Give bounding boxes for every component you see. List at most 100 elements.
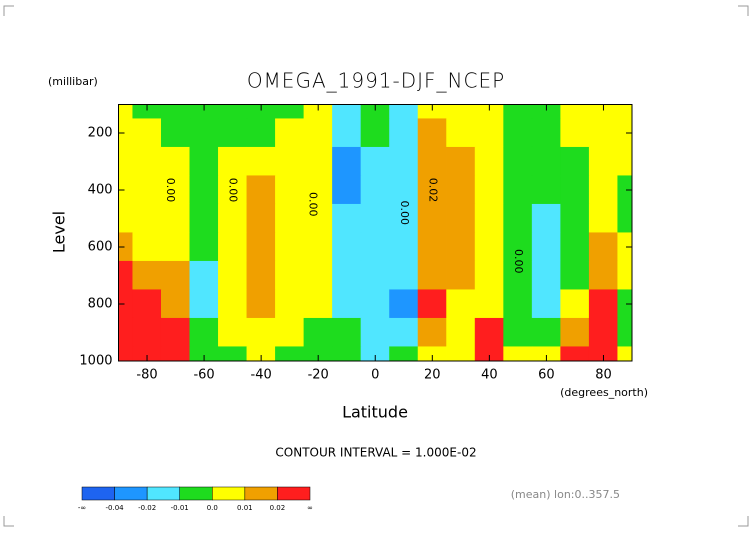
contour-cell [446, 260, 476, 291]
contour-cell [132, 289, 162, 319]
colorbar-label: -0.04 [106, 504, 125, 512]
colorbar-swatch [212, 486, 246, 501]
x-tick-label: -80 [136, 368, 157, 383]
contour-cell [588, 289, 619, 319]
contour-cell [246, 203, 276, 234]
colorbar-label: 0.01 [237, 504, 253, 512]
contour-cell [189, 203, 219, 234]
contour-cell [275, 260, 305, 291]
x-tick-label: 40 [481, 368, 498, 383]
contour-cell [189, 175, 219, 205]
contour-cell [446, 203, 476, 234]
contour-cell [303, 346, 333, 361]
contour-cell [160, 146, 191, 177]
contour-cell [446, 346, 476, 361]
contour-cell [560, 232, 590, 262]
contour-cell [246, 260, 276, 291]
contour-cell [218, 317, 248, 348]
contour-cell [446, 317, 476, 348]
contour-cell [588, 203, 619, 234]
contour-cell [560, 260, 590, 291]
contour-cell [503, 118, 533, 148]
colorbar-swatch [244, 486, 278, 501]
contour-cell [303, 146, 333, 177]
contour-cell [218, 203, 248, 234]
contour-cell [189, 146, 219, 177]
contour-cell [531, 146, 561, 177]
colorbar-swatch [277, 486, 311, 501]
contour-cell [588, 317, 619, 348]
contour-cell [332, 175, 362, 205]
contour-cell [132, 175, 162, 205]
contour-cell [275, 346, 305, 361]
x-tick-label: 0 [371, 368, 379, 383]
contour-cell [332, 317, 362, 348]
contour-cell [160, 260, 191, 291]
contour-cell [132, 203, 162, 234]
contour-cell [275, 317, 305, 348]
contour-cell [189, 232, 219, 262]
contour-cell [246, 232, 276, 262]
contour-cell [531, 317, 561, 348]
contour-label: 0.00 [306, 192, 319, 217]
contour-cell [560, 175, 590, 205]
contour-cell [588, 232, 619, 262]
contour-cell [531, 203, 561, 234]
x-tick-label: -60 [193, 368, 214, 383]
contour-cell [132, 260, 162, 291]
contour-cell [360, 118, 390, 148]
colorbar-label: 0.02 [270, 504, 286, 512]
contour-cell [360, 260, 390, 291]
contour-cell [560, 317, 590, 348]
contour-cell [189, 118, 219, 148]
contour-label: 0.00 [164, 178, 177, 203]
contour-cell [588, 118, 619, 148]
contour-cell [275, 232, 305, 262]
contour-cell [332, 146, 362, 177]
contour-cell [132, 346, 162, 361]
contour-cell [446, 232, 476, 262]
contour-cell [417, 260, 447, 291]
contour-cell [132, 317, 162, 348]
contour-cell [303, 260, 333, 291]
colorbar-label: -0.01 [171, 504, 189, 512]
contour-label: 0.00 [227, 178, 240, 203]
contour-cell [160, 175, 191, 205]
contour-interval: CONTOUR INTERVAL = 1.000E-02 [275, 446, 476, 460]
x-tick-label: 80 [595, 368, 612, 383]
y-tick-label: 400 [88, 183, 113, 198]
contour-cell [446, 146, 476, 177]
colorbar-label: -0.02 [138, 504, 156, 512]
contour-cell [389, 289, 419, 319]
contour-label: 0.00 [512, 249, 525, 274]
contour-cell [275, 146, 305, 177]
contour-cell [246, 146, 276, 177]
contour-cell [360, 289, 390, 319]
contour-cell [132, 232, 162, 262]
x-tick-label: 60 [538, 368, 555, 383]
contour-cell [560, 146, 590, 177]
contour-cell [474, 289, 504, 319]
contour-cell [474, 203, 504, 234]
contour-cell [503, 175, 533, 205]
contour-cell [160, 346, 191, 361]
contour-cell [332, 203, 362, 234]
colorbar-swatch [146, 486, 180, 501]
x-unit: (degrees_north) [560, 386, 648, 399]
contour-cell [474, 175, 504, 205]
contour-cell [417, 317, 447, 348]
contour-cell [132, 118, 162, 148]
contour-cell [275, 289, 305, 319]
contour-cell [417, 289, 447, 319]
contour-cell [360, 232, 390, 262]
contour-cell [246, 289, 276, 319]
contour-cell [417, 232, 447, 262]
contour-cell [588, 146, 619, 177]
contour-cell [189, 317, 219, 348]
contour-cell [389, 232, 419, 262]
contour-cell [218, 232, 248, 262]
contour-cell [246, 118, 276, 148]
contour-label: 0.00 [398, 201, 411, 226]
colorbar-label: ∞ [307, 504, 313, 512]
